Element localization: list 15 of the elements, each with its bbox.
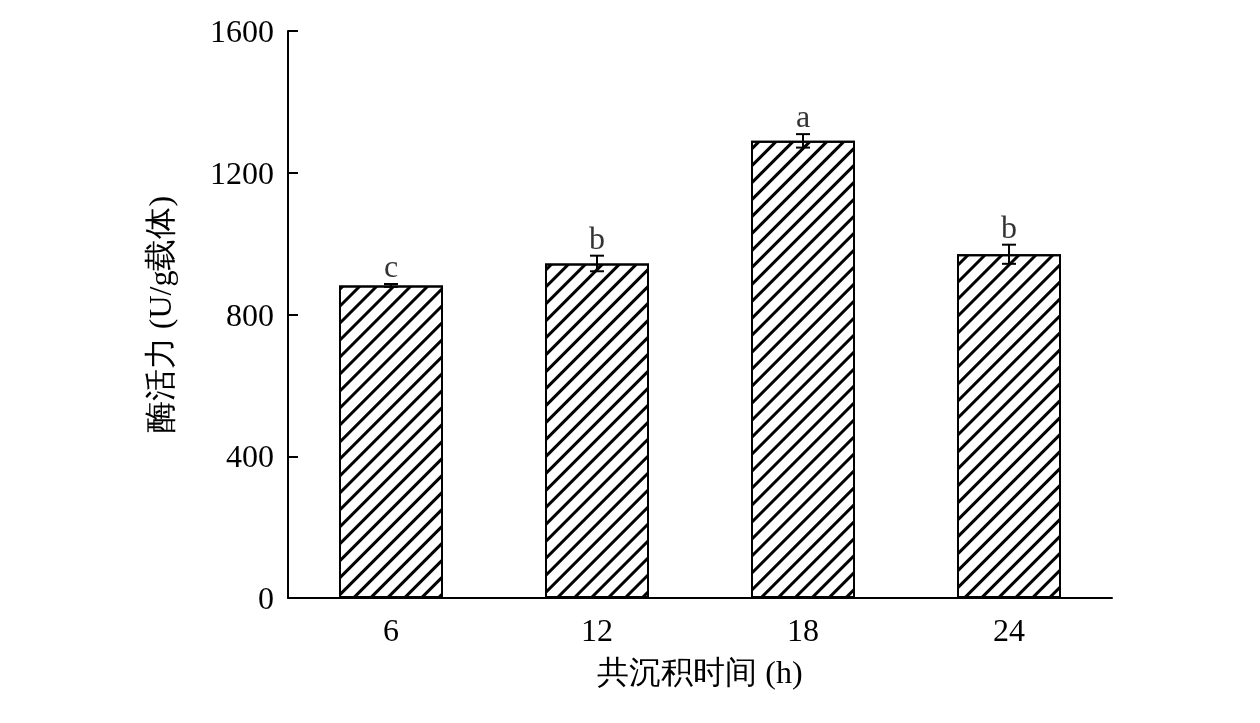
y-tick-label: 800 xyxy=(226,296,274,333)
annotation: b xyxy=(1001,208,1017,245)
y-tick-label: 1600 xyxy=(210,13,274,49)
x-axis-title: 共沉积时间 (h) xyxy=(597,654,803,690)
x-tick-label: 18 xyxy=(787,612,819,648)
y-axis-title: 酶活力 (U/g载体) xyxy=(142,195,178,434)
y-tick-label: 1200 xyxy=(210,154,274,191)
y-tick-label: 0 xyxy=(258,580,274,616)
y-tick-label: 400 xyxy=(226,438,274,475)
x-tick-label: 24 xyxy=(993,612,1025,648)
annotation: b xyxy=(589,219,605,256)
annotation: c xyxy=(383,248,399,285)
annotation: a xyxy=(795,98,811,135)
x-tick-label: 6 xyxy=(383,612,399,648)
x-tick-label: 12 xyxy=(581,612,613,648)
